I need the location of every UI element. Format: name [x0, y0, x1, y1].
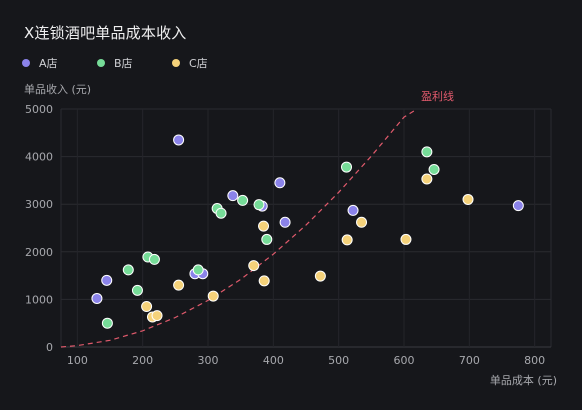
legend-marker-c	[172, 59, 180, 67]
legend-item-a[interactable]: A店	[22, 55, 97, 71]
point-c-4	[207, 290, 219, 302]
point-c-2	[151, 310, 163, 322]
y-tick-label-3000: 3000	[25, 198, 53, 211]
point-c-7	[258, 275, 270, 287]
point-b-7	[215, 207, 227, 219]
x-axis-ticks: 100 200 300 400 500 600 700 800	[67, 354, 545, 367]
point-b-2	[131, 284, 143, 296]
point-a-5	[227, 190, 239, 202]
x-tick-label-200: 200	[132, 354, 153, 367]
x-tick-label-600: 600	[394, 354, 415, 367]
x-tick-label-400: 400	[263, 354, 284, 367]
profit-line-group: 盈利线	[60, 89, 454, 348]
legend-marker-b	[97, 59, 105, 67]
point-a-1	[101, 274, 113, 286]
x-tick-label-100: 100	[67, 354, 88, 367]
point-c-12	[421, 173, 433, 185]
x-tick-label-300: 300	[198, 354, 219, 367]
point-b-11	[341, 161, 353, 173]
y-axis-ticks: 0 1000 2000 3000 4000 5000	[25, 103, 53, 354]
point-b-5	[192, 264, 204, 276]
point-c-6	[258, 220, 270, 232]
point-a-0	[91, 292, 103, 304]
point-c-0	[141, 301, 153, 313]
point-c-8	[314, 270, 326, 282]
point-a-10	[512, 200, 524, 212]
point-b-4	[148, 253, 160, 265]
point-b-13	[428, 163, 440, 175]
profit-line	[60, 108, 418, 348]
point-c-9	[341, 234, 353, 246]
point-b-0	[101, 317, 113, 329]
point-b-12	[421, 146, 433, 158]
grid-lines	[60, 108, 552, 348]
legend: A店 B店 C店	[22, 55, 247, 71]
point-a-8	[279, 216, 291, 228]
y-tick-label-1000: 1000	[25, 293, 53, 306]
profit-line-label: 盈利线	[421, 89, 454, 103]
point-b-8	[237, 194, 249, 206]
legend-label-a: A店	[39, 57, 58, 70]
point-a-2	[173, 134, 185, 146]
point-c-3	[173, 279, 185, 291]
point-a-7	[274, 177, 286, 189]
point-a-9	[347, 204, 359, 216]
point-b-10	[261, 233, 273, 245]
y-tick-label-5000: 5000	[25, 103, 53, 116]
point-b-9	[253, 199, 265, 211]
legend-item-c[interactable]: C店	[172, 55, 247, 71]
y-axis-title: 单品收入 (元)	[24, 82, 91, 96]
y-tick-label-2000: 2000	[25, 246, 53, 259]
x-tick-label-700: 700	[459, 354, 480, 367]
point-c-13	[462, 193, 474, 205]
data-points	[91, 134, 524, 329]
x-axis-title: 单品成本 (元)	[490, 373, 557, 387]
point-c-10	[356, 216, 368, 228]
legend-label-b: B店	[114, 57, 133, 70]
chart-title: X连锁酒吧单品成本收入	[24, 24, 187, 42]
point-c-5	[248, 260, 260, 272]
x-tick-label-500: 500	[328, 354, 349, 367]
y-tick-label-0: 0	[46, 341, 53, 354]
x-tick-label-800: 800	[524, 354, 545, 367]
y-tick-label-4000: 4000	[25, 151, 53, 164]
point-c-11	[400, 233, 412, 245]
legend-marker-a	[22, 59, 30, 67]
point-b-1	[122, 264, 134, 276]
legend-label-c: C店	[189, 57, 208, 70]
legend-item-b[interactable]: B店	[97, 55, 172, 71]
